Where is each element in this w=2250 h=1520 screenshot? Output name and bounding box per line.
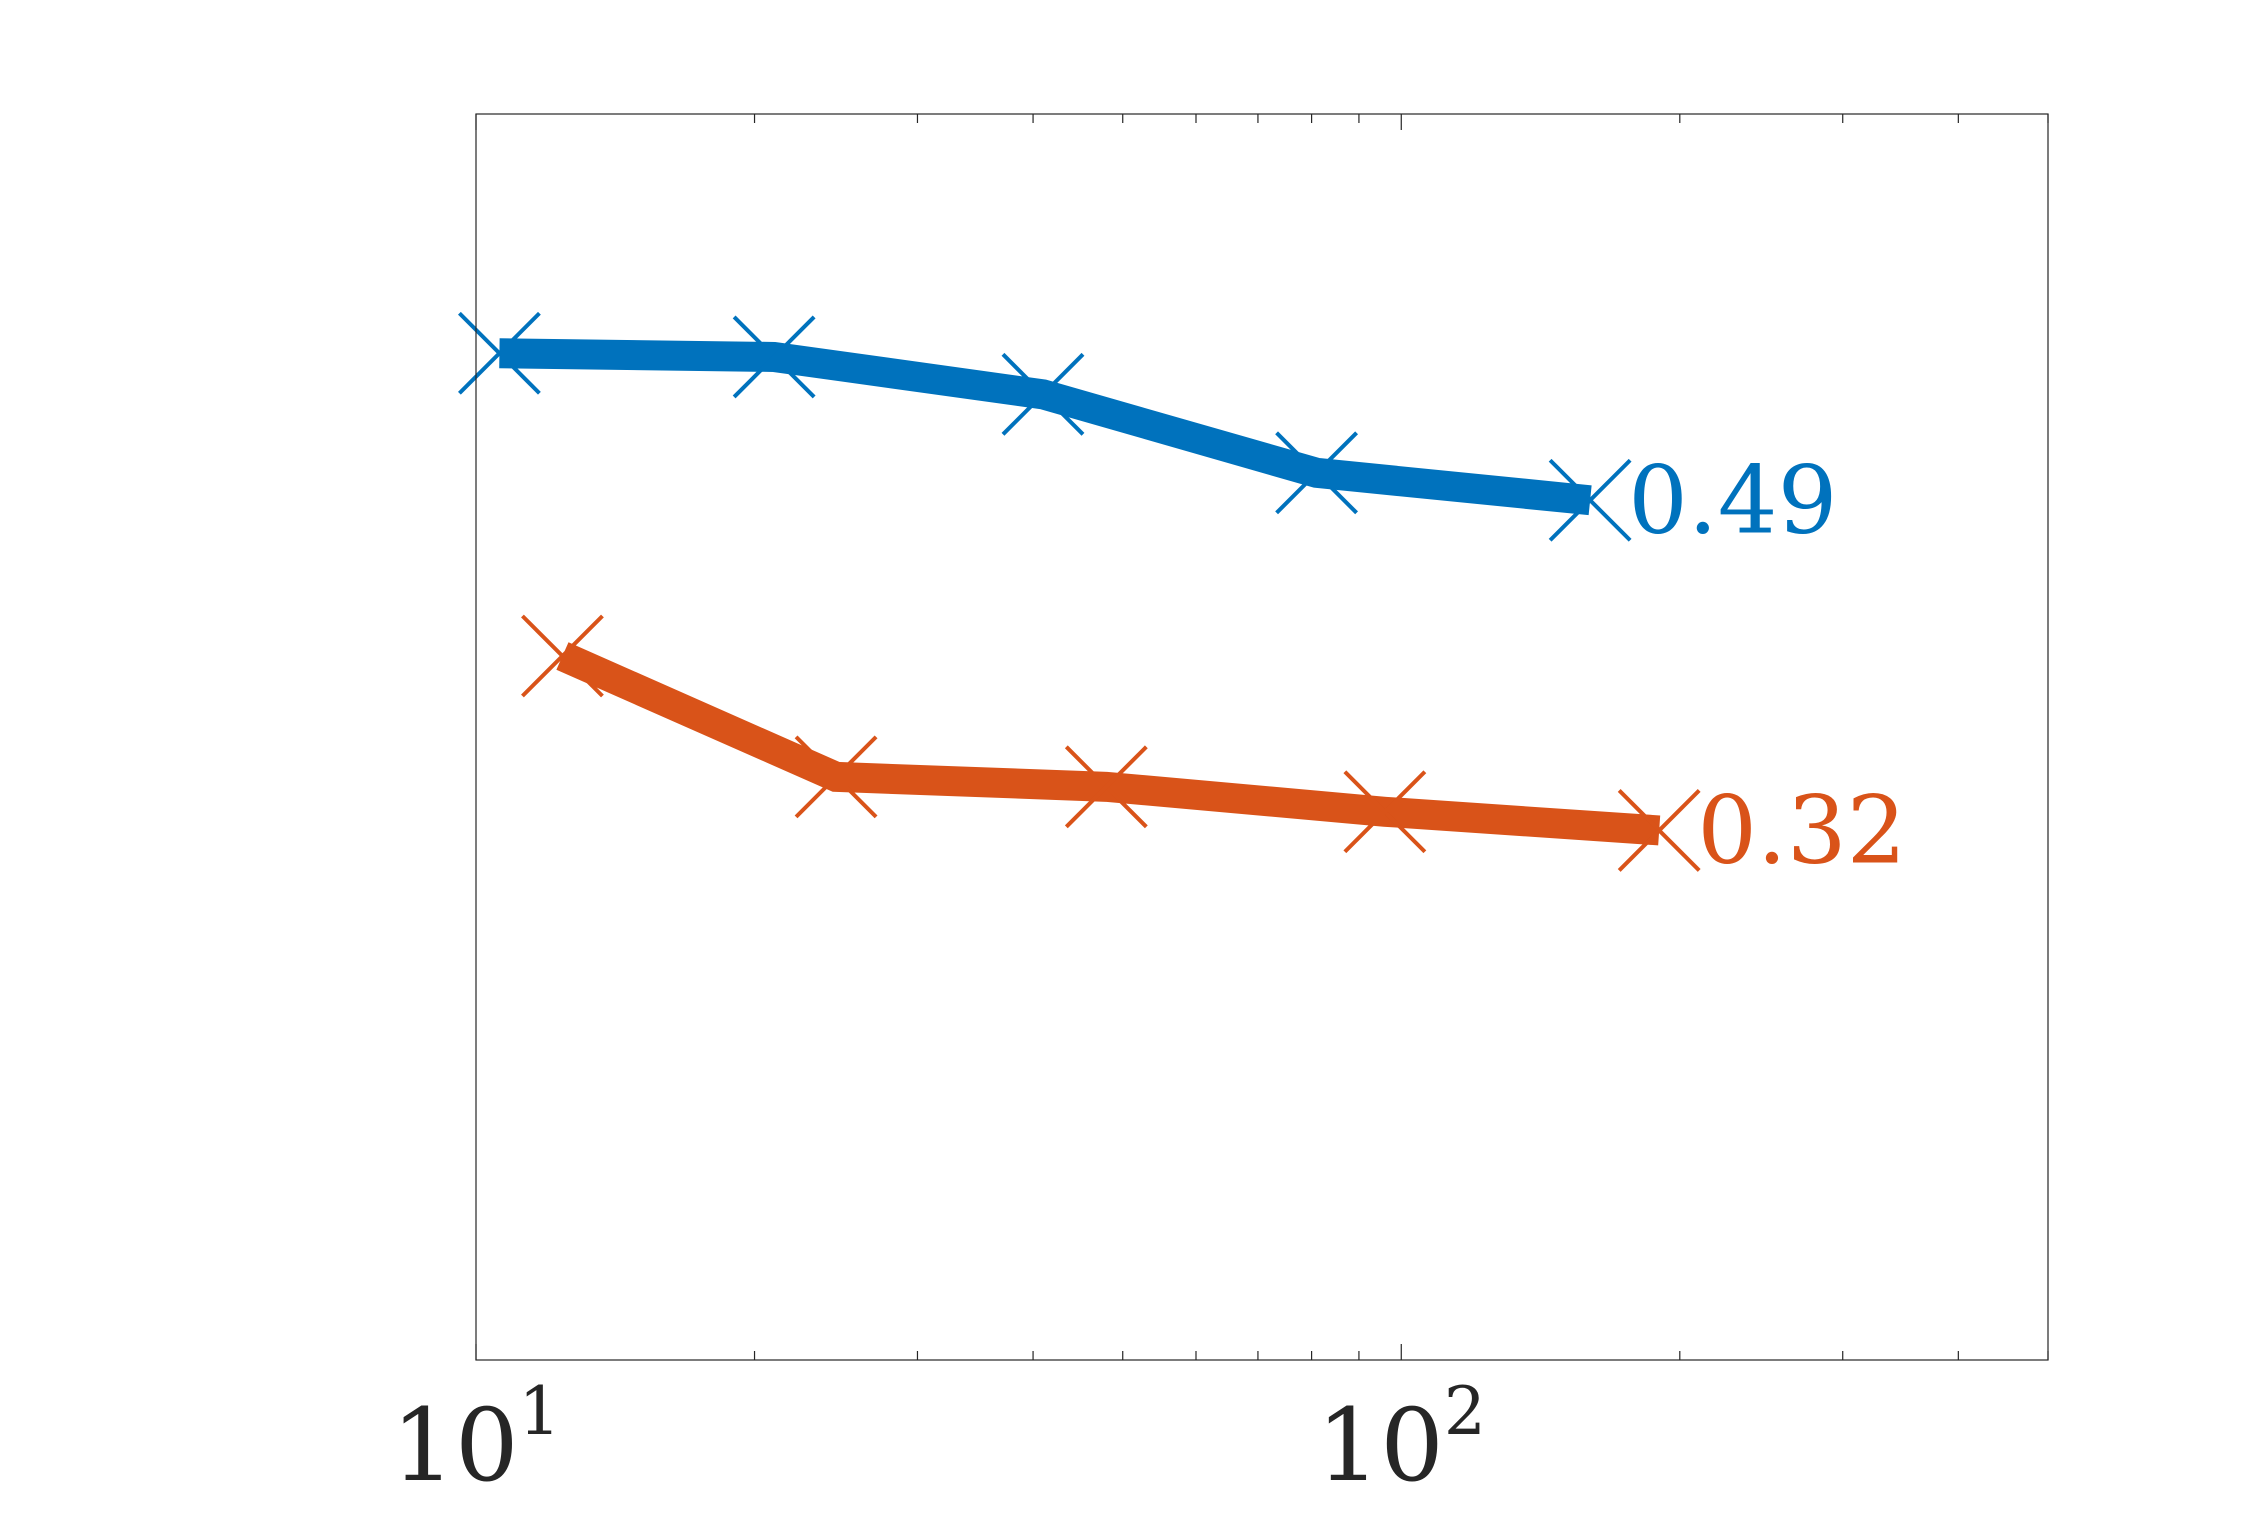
x-tick-label: 102	[1317, 1373, 1486, 1504]
x-tick-base: 10	[1317, 1387, 1444, 1504]
x-tick-exponent: 1	[519, 1373, 561, 1450]
x-marker	[1001, 352, 1085, 436]
x-tick-label: 101	[391, 1373, 560, 1504]
x-marker	[458, 311, 541, 395]
marker-stroke	[1343, 770, 1427, 854]
x-tick-base: 10	[391, 1387, 518, 1504]
x-marker	[732, 315, 816, 399]
x-marker	[1548, 458, 1632, 542]
marker-stroke	[1617, 789, 1701, 872]
ticks-layer	[475, 114, 2049, 1360]
x-marker	[521, 614, 604, 698]
end-value-label: 0.49	[1628, 446, 1837, 555]
x-marker	[1064, 745, 1148, 829]
x-tick-exponent: 2	[1444, 1373, 1486, 1450]
x-marker	[1617, 789, 1701, 872]
marker-stroke	[1001, 352, 1085, 436]
x-marker	[794, 735, 878, 819]
marker-stroke	[794, 735, 878, 819]
x-marker	[1343, 770, 1427, 854]
marker-stroke	[521, 614, 604, 698]
marker-stroke	[1275, 431, 1359, 515]
marker-stroke	[1548, 458, 1632, 542]
marker-stroke	[1064, 745, 1148, 829]
x-marker	[1275, 431, 1359, 515]
end-value-label: 0.32	[1697, 776, 1906, 885]
marker-stroke	[732, 315, 816, 399]
marker-stroke	[458, 311, 541, 395]
series-layer	[458, 311, 1701, 872]
axes-box	[475, 113, 2049, 1361]
